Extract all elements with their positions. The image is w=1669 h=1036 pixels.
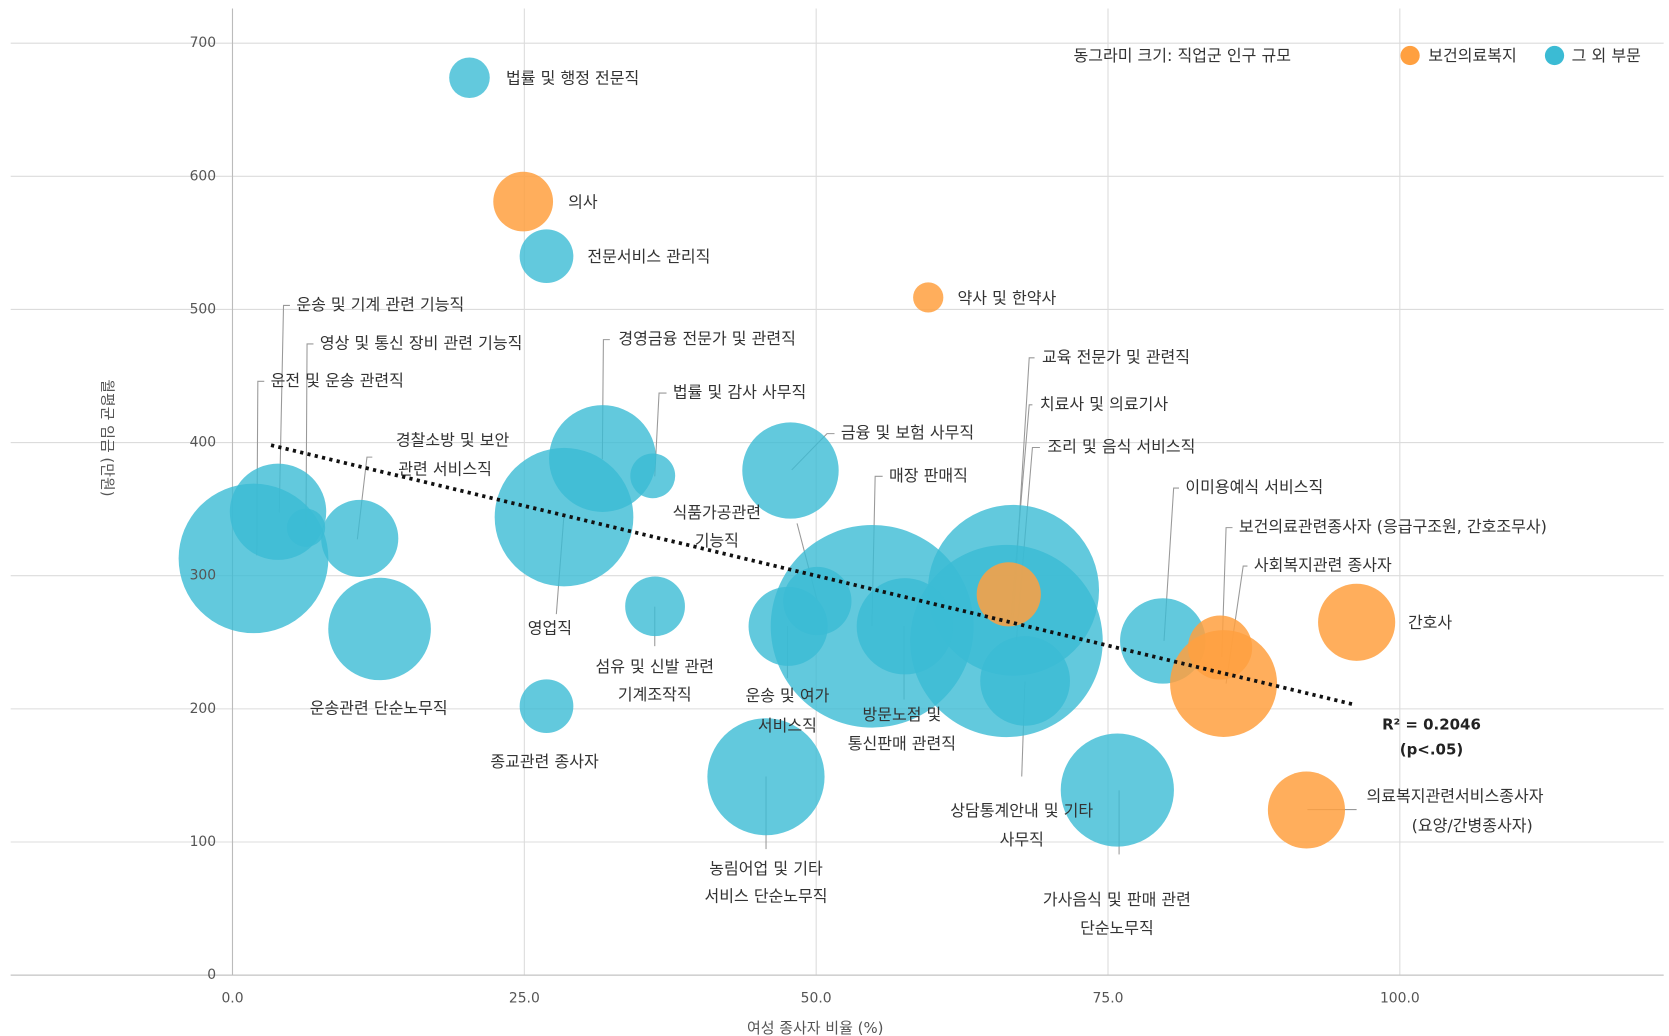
bubble [1318,583,1396,661]
bubble-label: 영상 및 통신 장비 관련 기능직 [320,333,522,352]
bubble [783,566,852,636]
trendline [270,443,1356,707]
bubble-label: 서비스 단순노무직 [704,887,827,906]
bubble-label: (요양/간병종사자) [1412,816,1533,835]
bubble [1267,771,1346,849]
bubble [328,577,431,681]
x-tick-label: 50.0 [801,991,832,1007]
bubble-label: 금융 및 보험 사무직 [841,423,974,442]
leader-line [1163,487,1179,641]
bubble-label: 경찰소방 및 보안 [396,431,510,450]
bubble-label: 간호사 [1408,613,1453,632]
legend-marker [1544,45,1565,66]
bubble-label: 식품가공관련 [673,503,761,522]
bubble-label: 기능직 [695,531,739,550]
bubble-label: 의료복지관련서비스종사자 [1367,786,1544,805]
annotation: (p<.05) [1400,740,1463,758]
y-tick-label: 200 [190,701,217,717]
bubble [742,422,839,519]
leader-line [278,304,290,513]
y-tick-label: 500 [190,301,217,317]
bubble-label: 농림어업 및 기타 [709,859,823,878]
bubble-label: 경영금융 전문가 및 관련직 [618,329,796,348]
bubble-label: 법률 및 감사 사무직 [673,383,806,402]
bubble-label: 매장 판매직 [889,466,968,485]
legend-marker [1400,45,1420,66]
legend-label: 보건의료복지 [1428,46,1516,65]
bubble-label: 단순노무직 [1080,919,1154,938]
y-tick-label: 400 [190,435,217,451]
bubble-label: 운송 및 여가 [745,686,829,705]
annotation: R² = 0.2046 [1382,716,1481,734]
x-tick-label: 75.0 [1093,991,1124,1007]
leader-line [305,343,314,528]
bubble-label: 관련 서비스직 [398,459,492,478]
y-axis-title: 월평균 임금 (만원) [98,379,116,496]
bubble-label: 전문서비스 관리직 [587,247,710,266]
bubble [856,578,954,675]
leader-line [1221,527,1233,657]
x-tick-label: 0.0 [221,991,243,1007]
y-tick-label: 300 [190,568,217,584]
bubble-label: 이미용예식 서비스직 [1185,478,1323,497]
bubble-label: 서비스직 [758,716,817,735]
x-tick-label: 100.0 [1380,991,1420,1007]
bubble-label: 보건의료관련종사자 (응급구조원, 간호조무사) [1239,517,1547,536]
bubble [1187,615,1253,680]
bubble-label: 운송관련 단순노무직 [310,699,448,718]
bubble [630,453,676,499]
leader-line [654,392,667,477]
y-tick-label: 0 [207,967,216,983]
bubble [980,636,1070,726]
bubble-label: 영업직 [528,619,572,638]
bubble-label: 사무직 [1000,830,1044,849]
y-tick-label: 600 [190,168,217,184]
bubble-label: 사회복지관련 종사자 [1254,556,1392,575]
bubble-label: 방문노점 및 [862,705,941,724]
bubble-label: 약사 및 한약사 [958,289,1057,308]
bubble-label: 치료사 및 의료기사 [1040,394,1168,413]
y-tick-label: 100 [190,834,217,850]
bubble [519,679,574,733]
bubble [549,405,657,512]
bubble [707,718,825,836]
x-tick-label: 25.0 [509,991,540,1007]
bubble-label: 의사 [568,192,598,211]
bubble-label: 운전 및 운송 관련직 [271,371,404,390]
bubble-label: 법률 및 행정 전문직 [506,69,639,88]
bubble-label: 상담통계안내 및 기타 [950,801,1093,820]
bubble [1060,733,1174,847]
bubble-label: 가사음식 및 판매 관련 [1043,890,1191,909]
bubble [976,562,1041,627]
bubble-label: 통신판매 관련직 [848,734,956,753]
bubble-label: 조리 및 음식 서비스직 [1047,437,1195,456]
bubble-label: 운송 및 기계 관련 기능직 [296,295,464,314]
size-note: 동그라미 크기: 직업군 인구 규모 [1073,46,1290,65]
bubble [519,229,574,283]
bubble [913,282,944,313]
bubble-label: 섬유 및 신발 관련 [595,657,714,676]
bubble-label: 종교관련 종사자 [490,752,599,771]
bubble-label: 기계조작직 [618,685,692,704]
bubble [286,508,326,547]
bubble [493,171,554,232]
bubble-label: 교육 전문가 및 관련직 [1042,347,1190,366]
bubble [449,57,490,99]
bubble [625,576,685,637]
legend-label: 그 외 부문 [1572,46,1641,65]
bubble [321,499,399,577]
x-axis-title: 여성 종사자 비율 (%) [747,1019,884,1036]
grid [10,8,1664,976]
y-tick-label: 700 [190,35,217,51]
